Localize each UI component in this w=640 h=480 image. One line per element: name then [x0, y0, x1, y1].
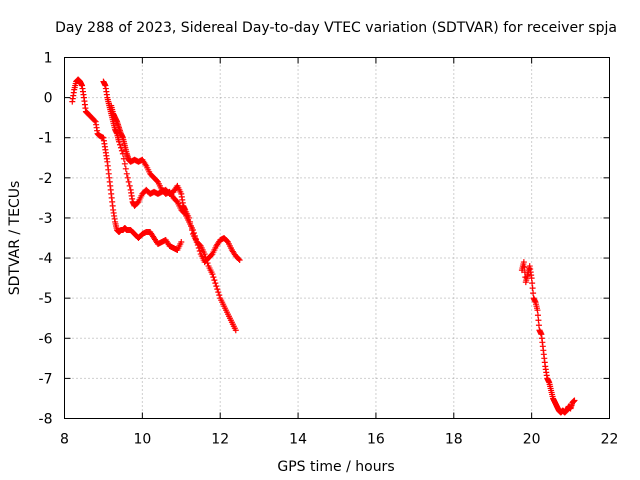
y-tick-label: -6 [39, 331, 53, 347]
data-point [521, 264, 528, 271]
data-point [212, 280, 219, 287]
data-point [213, 283, 220, 290]
series-track-c [108, 102, 243, 266]
data-point [178, 239, 185, 246]
y-axis-label: SDTVAR / TECUs [7, 181, 23, 296]
data-point [125, 178, 132, 185]
data-point [535, 317, 542, 324]
data-point [535, 322, 542, 329]
data-point [118, 147, 125, 154]
y-tick-label: 1 [44, 51, 53, 67]
y-tick-label: -2 [39, 171, 53, 187]
x-tick-label: 12 [211, 432, 229, 448]
data-point [520, 259, 527, 266]
data-point [122, 165, 129, 172]
data-point [195, 245, 202, 252]
data-point [210, 274, 217, 281]
data-point [530, 290, 537, 297]
data-point [192, 236, 199, 243]
data-point [153, 177, 160, 184]
data-point [189, 226, 196, 233]
y-tick-label: -4 [39, 251, 53, 267]
data-point [528, 275, 535, 282]
data-point [215, 289, 222, 296]
chart-title: Day 288 of 2023, Sidereal Day-to-day VTE… [55, 20, 617, 36]
x-axis-label: GPS time / hours [277, 459, 394, 475]
data-point [193, 239, 200, 246]
data-point [236, 257, 243, 264]
data-point [534, 312, 541, 319]
x-tick-label: 10 [133, 432, 151, 448]
data-point [232, 327, 239, 334]
data-point [571, 397, 578, 404]
data-point [235, 256, 242, 263]
y-tick-label: -7 [39, 371, 53, 387]
x-tick-label: 18 [445, 432, 463, 448]
y-tick-label: 0 [44, 91, 53, 107]
data-point [190, 229, 197, 236]
data-point [124, 174, 131, 181]
data-point [196, 248, 203, 255]
data-point [173, 197, 180, 204]
data-point [209, 271, 216, 278]
data-points [69, 76, 578, 416]
data-point [116, 141, 123, 148]
x-tick-label: 22 [601, 432, 619, 448]
y-tick-label: -8 [39, 412, 53, 428]
x-tick-label: 8 [60, 432, 69, 448]
x-tick-label: 20 [523, 432, 541, 448]
data-point [529, 280, 536, 287]
data-point [216, 292, 223, 299]
data-point [121, 160, 128, 167]
series-track-b [100, 78, 239, 334]
data-point [191, 232, 198, 239]
series-track-d [518, 259, 578, 416]
series-track-a [69, 76, 185, 254]
data-point [529, 285, 536, 292]
data-point [91, 117, 98, 124]
data-point [214, 286, 221, 293]
y-tick-label: -5 [39, 291, 53, 307]
data-point [211, 277, 218, 284]
plot-frame [64, 57, 610, 419]
x-tick-label: 16 [367, 432, 385, 448]
x-tick-label: 14 [289, 432, 307, 448]
data-point [224, 238, 231, 245]
y-tick-label: -3 [39, 211, 53, 227]
data-point [208, 252, 215, 259]
data-point [194, 242, 201, 249]
data-point [123, 170, 130, 177]
data-point [534, 307, 541, 314]
data-point [126, 182, 133, 189]
grid-lines [64, 57, 610, 419]
y-tick-label: -1 [39, 131, 53, 147]
data-point [181, 209, 188, 216]
data-point [134, 199, 141, 206]
